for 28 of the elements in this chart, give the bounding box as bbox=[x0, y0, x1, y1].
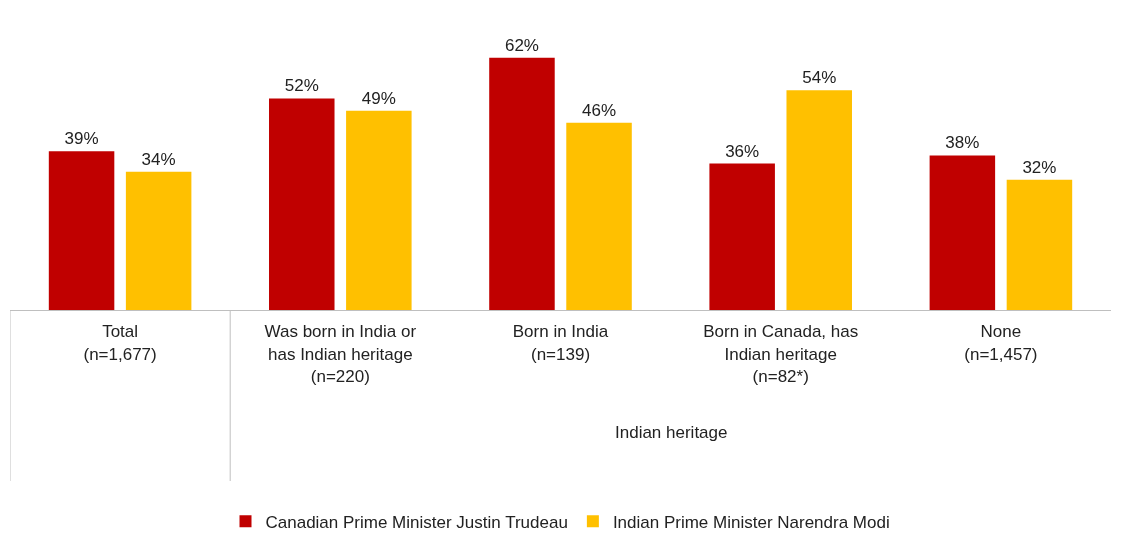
data-label: 34% bbox=[141, 149, 176, 169]
data-label: 46% bbox=[582, 100, 617, 120]
bar bbox=[929, 155, 996, 310]
data-label: 36% bbox=[725, 141, 760, 161]
bar bbox=[489, 57, 555, 310]
bar bbox=[125, 171, 192, 310]
x-tick-label: Was born in India or has Indian heritage (n=220) bbox=[264, 322, 417, 386]
x-tick-label: Total (n=1,677) bbox=[83, 322, 157, 364]
x-tick-label: Born in Canada, has Indian heritage (n=82*) bbox=[703, 322, 859, 386]
data-label: 62% bbox=[504, 35, 539, 55]
data-label: 39% bbox=[64, 129, 99, 149]
legend-label: Indian Prime Minister Narendra Modi bbox=[612, 512, 890, 532]
legend-label: Canadian Prime Minister Justin Trudeau bbox=[265, 512, 568, 532]
x-tick-label: None (n=1,457) bbox=[964, 322, 1038, 364]
bar bbox=[1006, 179, 1073, 310]
bar bbox=[48, 151, 115, 310]
text: Indian heritage bbox=[615, 423, 728, 442]
bar bbox=[786, 90, 852, 310]
data-label: 32% bbox=[1022, 157, 1057, 177]
data-label: 52% bbox=[284, 76, 319, 96]
bar bbox=[566, 122, 632, 310]
bar bbox=[346, 110, 412, 310]
x-tick-label: Born in India (n=139) bbox=[512, 322, 609, 364]
data-label: 49% bbox=[361, 88, 396, 108]
bar bbox=[709, 163, 775, 310]
bar bbox=[269, 98, 335, 310]
data-label: 38% bbox=[945, 133, 980, 153]
data-label: 54% bbox=[802, 68, 837, 88]
